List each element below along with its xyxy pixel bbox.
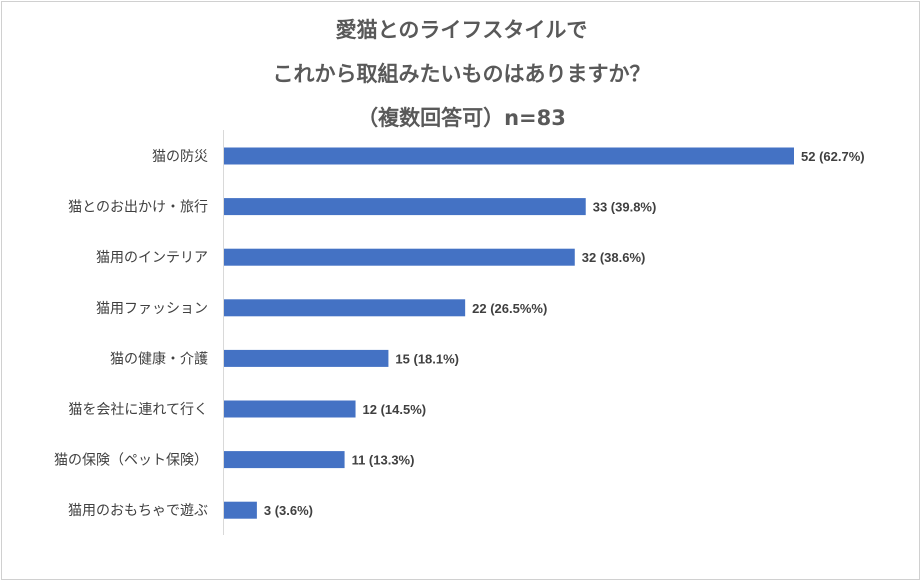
data-label: 3 (3.6%) xyxy=(264,503,313,518)
bar xyxy=(224,248,575,266)
chart-title-line-1: 愛猫とのライフスタイルで xyxy=(335,18,588,42)
bar xyxy=(224,501,257,519)
category-label: 猫の保険（ペット保険） xyxy=(54,453,208,469)
data-label: 12 (14.5%) xyxy=(363,402,427,417)
data-label: 11 (13.3%) xyxy=(352,453,415,468)
category-label: 猫用のインテリア xyxy=(96,250,208,266)
bar xyxy=(224,349,389,367)
chart-title-line-3: （複数回答可）n=83 xyxy=(357,106,566,130)
category-label: 猫とのお出かけ・旅行 xyxy=(68,200,208,216)
category-label: 猫用ファッション xyxy=(96,301,208,317)
category-label: 猫を会社に連れて行く xyxy=(68,402,208,418)
category-label: 猫の防災 xyxy=(152,149,208,165)
bar xyxy=(224,451,345,469)
bar xyxy=(224,299,466,317)
data-label: 22 (26.5%%) xyxy=(472,301,547,316)
bar xyxy=(224,147,794,165)
data-label: 15 (18.1%) xyxy=(395,351,459,366)
chart-title-line-2: これから取組みたいものはありますか？ xyxy=(272,62,651,86)
data-label: 52 (62.7%) xyxy=(801,149,865,164)
bar xyxy=(224,198,586,216)
category-label: 猫用のおもちゃで遊ぶ xyxy=(68,503,208,519)
data-label: 32 (38.6%) xyxy=(582,250,646,265)
bar xyxy=(224,400,356,418)
category-label: 猫の健康・介護 xyxy=(110,350,208,367)
data-label: 33 (39.8%) xyxy=(593,200,657,215)
chart-title: 愛猫とのライフスタイルで これから取組みたいものはありますか？ （複数回答可）n… xyxy=(0,8,923,140)
